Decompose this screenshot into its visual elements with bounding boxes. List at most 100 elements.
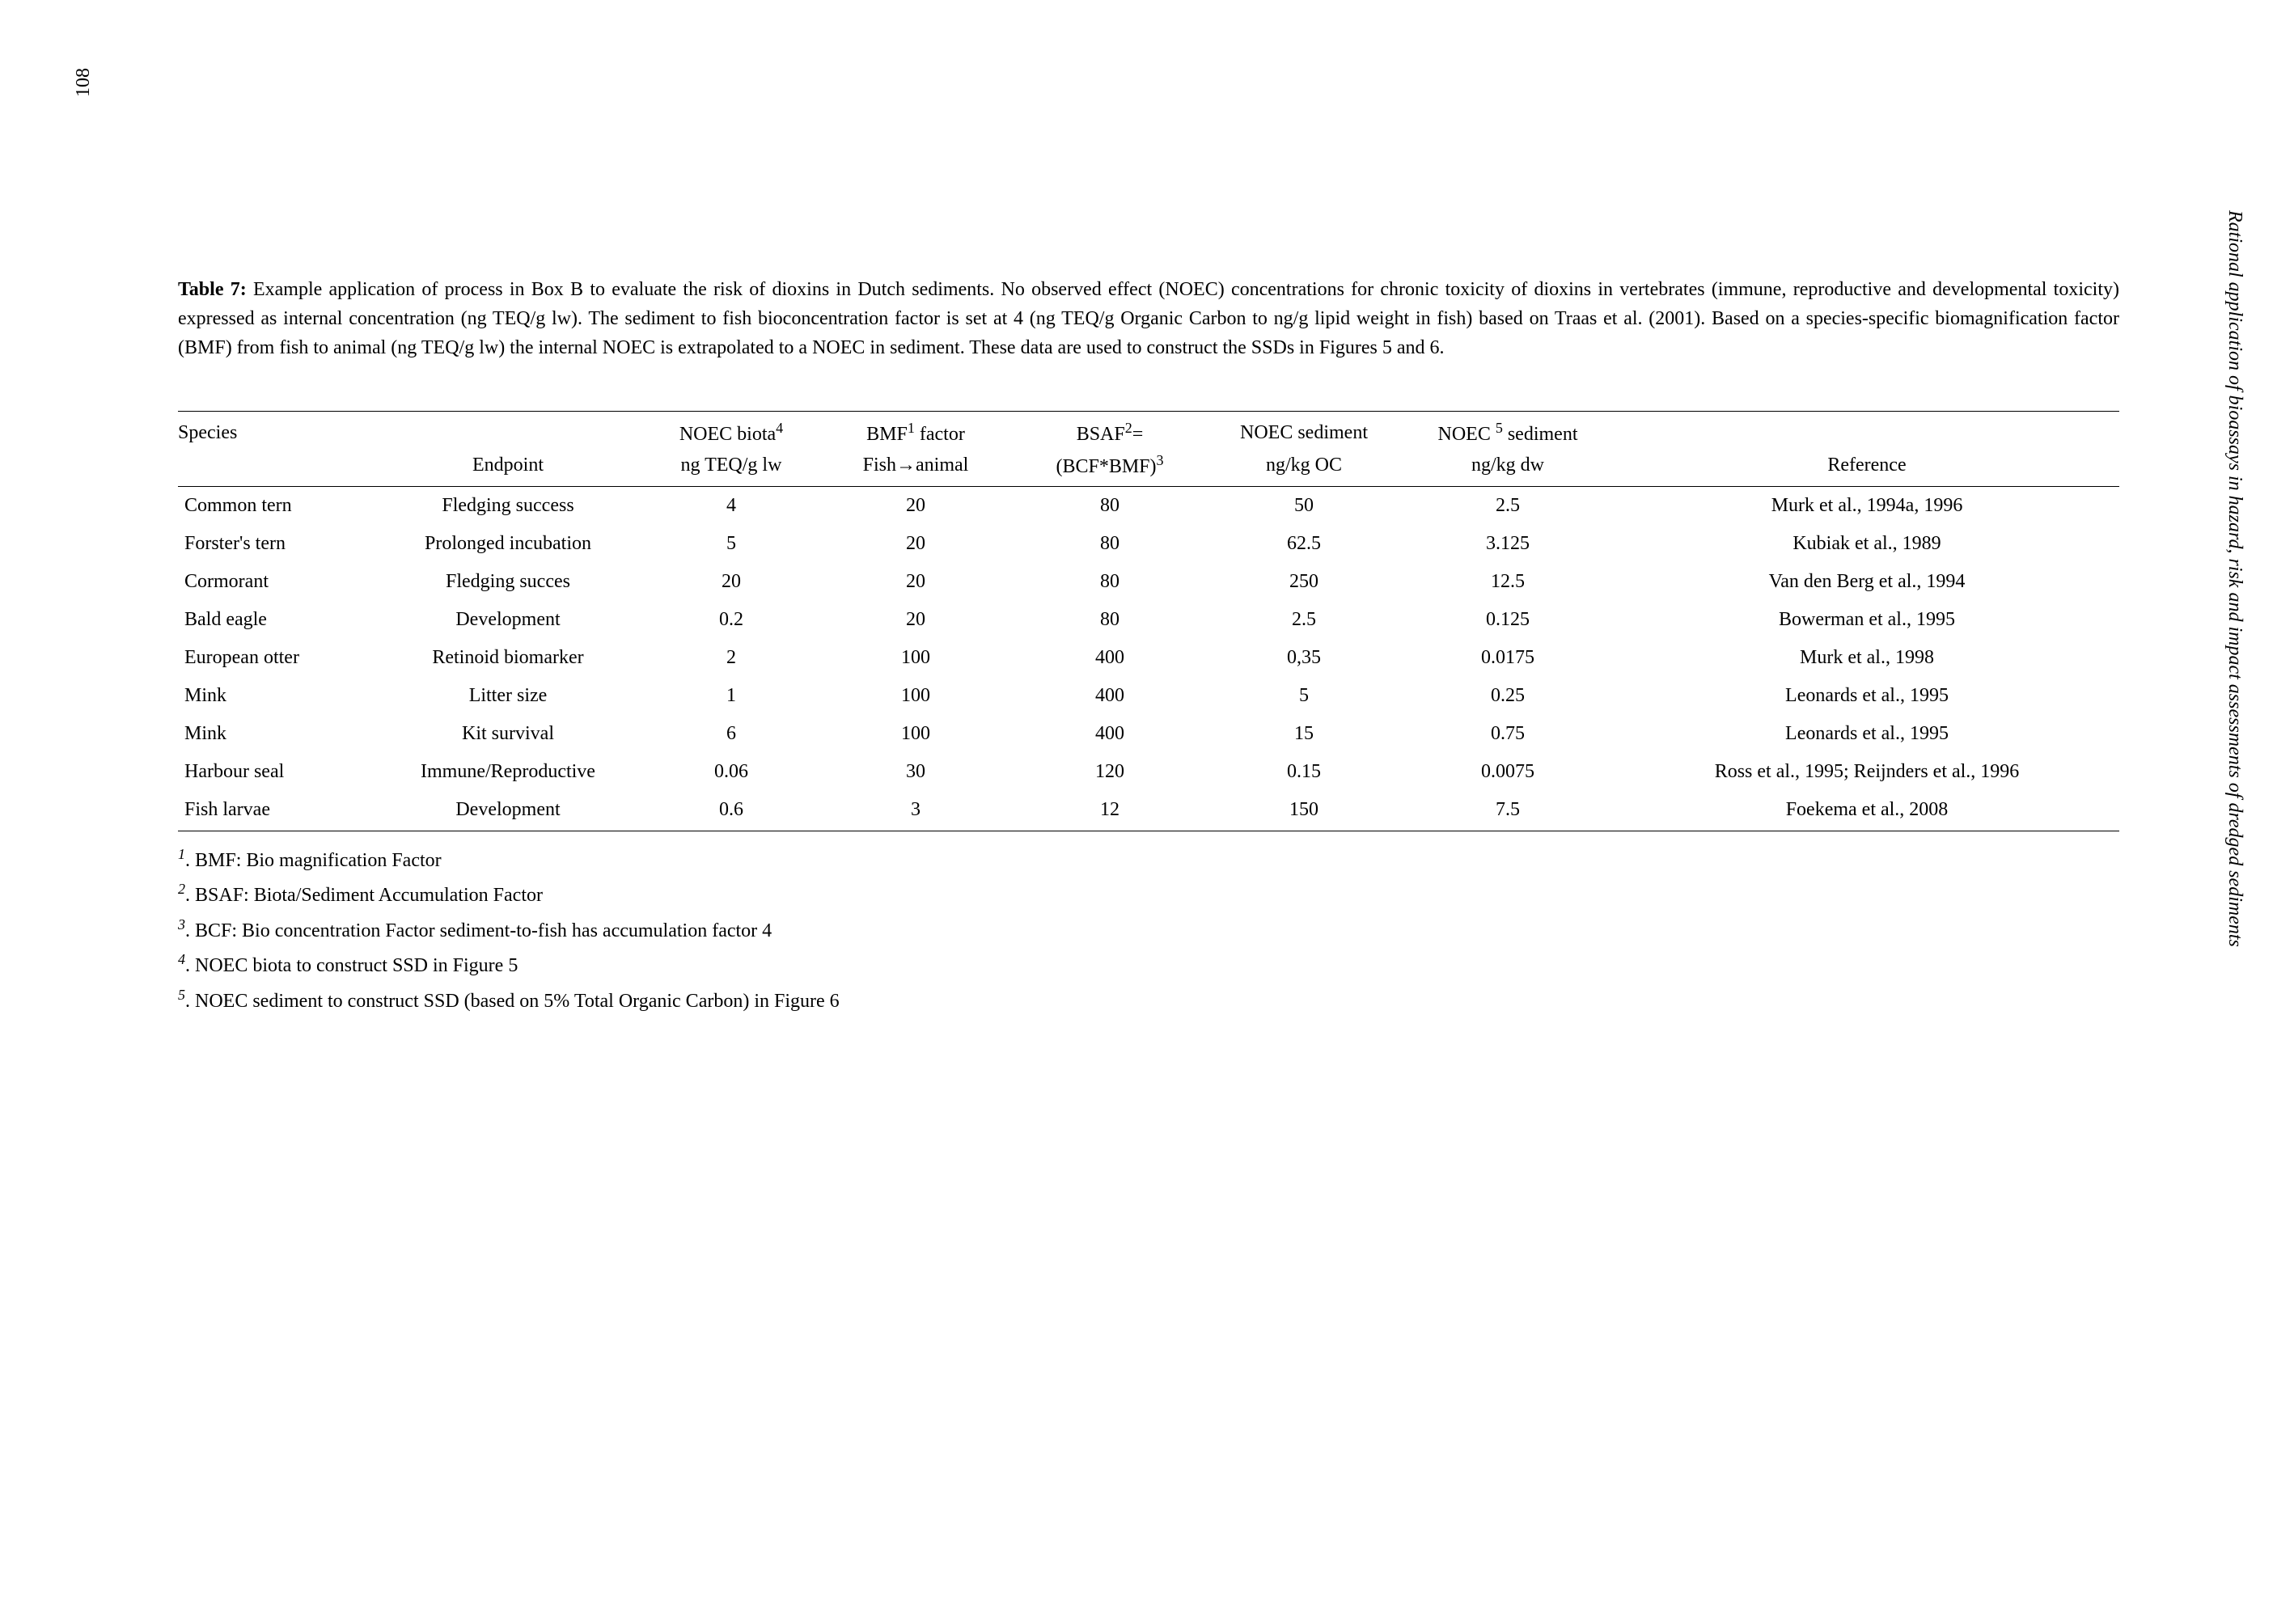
cell-noec_sed2: 0.0075 bbox=[1401, 753, 1615, 791]
cell-endpoint: Retinoid biomarker bbox=[372, 639, 644, 677]
header-noec-sediment: NOEC sediment bbox=[1207, 412, 1401, 450]
table-row: MinkKit survival6100400150.75Leonards et… bbox=[178, 715, 2119, 753]
cell-bmf: 20 bbox=[819, 601, 1013, 639]
cell-ref: Bowerman et al., 1995 bbox=[1615, 601, 2119, 639]
cell-bmf: 100 bbox=[819, 639, 1013, 677]
table-row: Fish larvaeDevelopment0.63121507.5Foekem… bbox=[178, 791, 2119, 831]
cell-species: Bald eagle bbox=[178, 601, 372, 639]
table-row: Forster's ternProlonged incubation520806… bbox=[178, 525, 2119, 563]
cell-ref: Kubiak et al., 1989 bbox=[1615, 525, 2119, 563]
header-species: Species bbox=[178, 412, 372, 450]
cell-species: Forster's tern bbox=[178, 525, 372, 563]
cell-species: Common tern bbox=[178, 487, 372, 526]
footnote: 2. BSAF: Biota/Sediment Accumulation Fac… bbox=[178, 878, 2119, 911]
cell-noec_sed2: 0.0175 bbox=[1401, 639, 1615, 677]
cell-endpoint: Kit survival bbox=[372, 715, 644, 753]
cell-bmf: 20 bbox=[819, 487, 1013, 526]
cell-species: Harbour seal bbox=[178, 753, 372, 791]
table-row: Common ternFledging success42080502.5Mur… bbox=[178, 487, 2119, 526]
cell-bmf: 100 bbox=[819, 715, 1013, 753]
cell-bsaf: 12 bbox=[1013, 791, 1207, 831]
header-row-2: Endpoint ng TEQ/g lw Fish→animal (BCF*BM… bbox=[178, 449, 2119, 487]
cell-ref: Murk et al., 1994a, 1996 bbox=[1615, 487, 2119, 526]
header-row-1: Species NOEC biota4 BMF1 factor BSAF2= N… bbox=[178, 412, 2119, 450]
side-header-title: Rational application of bioassays in haz… bbox=[2224, 210, 2245, 1181]
cell-noec_sed: 50 bbox=[1207, 487, 1401, 526]
cell-endpoint: Fledging success bbox=[372, 487, 644, 526]
header-reference: Reference bbox=[1615, 449, 2119, 487]
cell-noec_sed2: 2.5 bbox=[1401, 487, 1615, 526]
header-empty bbox=[1615, 412, 2119, 450]
table-caption: Table 7: Example application of process … bbox=[178, 275, 2119, 362]
header-bmf-unit: Fish→animal bbox=[819, 449, 1013, 487]
table-row: CormorantFledging succes20208025012.5Van… bbox=[178, 563, 2119, 601]
footnotes: 1. BMF: Bio magnification Factor2. BSAF:… bbox=[178, 843, 2119, 1017]
cell-noec_biota: 1 bbox=[644, 677, 819, 715]
cell-bsaf: 400 bbox=[1013, 715, 1207, 753]
cell-noec_sed: 5 bbox=[1207, 677, 1401, 715]
header-bmf: BMF1 factor bbox=[819, 412, 1013, 450]
cell-noec_sed: 0.15 bbox=[1207, 753, 1401, 791]
header-noec-biota-unit: ng TEQ/g lw bbox=[644, 449, 819, 487]
cell-ref: Murk et al., 1998 bbox=[1615, 639, 2119, 677]
cell-bsaf: 400 bbox=[1013, 639, 1207, 677]
cell-ref: Leonards et al., 1995 bbox=[1615, 715, 2119, 753]
cell-species: Mink bbox=[178, 677, 372, 715]
header-bsaf-unit: (BCF*BMF)3 bbox=[1013, 449, 1207, 487]
cell-noec_biota: 0.2 bbox=[644, 601, 819, 639]
cell-noec_sed2: 0.25 bbox=[1401, 677, 1615, 715]
cell-species: European otter bbox=[178, 639, 372, 677]
header-noec-biota: NOEC biota4 bbox=[644, 412, 819, 450]
cell-endpoint: Prolonged incubation bbox=[372, 525, 644, 563]
caption-label: Table 7: bbox=[178, 279, 247, 300]
cell-noec_sed: 150 bbox=[1207, 791, 1401, 831]
cell-bsaf: 80 bbox=[1013, 601, 1207, 639]
table-body: Common ternFledging success42080502.5Mur… bbox=[178, 487, 2119, 831]
table-row: European otterRetinoid biomarker2100400 0… bbox=[178, 639, 2119, 677]
cell-ref: Leonards et al., 1995 bbox=[1615, 677, 2119, 715]
cell-endpoint: Development bbox=[372, 791, 644, 831]
cell-noec_sed: 62.5 bbox=[1207, 525, 1401, 563]
header-noec-sed2-unit: ng/kg dw bbox=[1401, 449, 1615, 487]
cell-species: Mink bbox=[178, 715, 372, 753]
cell-endpoint: Development bbox=[372, 601, 644, 639]
cell-endpoint: Fledging succes bbox=[372, 563, 644, 601]
cell-noec_biota: 6 bbox=[644, 715, 819, 753]
footnote: 4. NOEC biota to construct SSD in Figure… bbox=[178, 948, 2119, 981]
main-content: Table 7: Example application of process … bbox=[178, 275, 2119, 1018]
cell-bmf: 3 bbox=[819, 791, 1013, 831]
footnote: 5. NOEC sediment to construct SSD (based… bbox=[178, 983, 2119, 1017]
cell-endpoint: Litter size bbox=[372, 677, 644, 715]
cell-noec_sed2: 12.5 bbox=[1401, 563, 1615, 601]
cell-bmf: 20 bbox=[819, 563, 1013, 601]
cell-noec_sed: 15 bbox=[1207, 715, 1401, 753]
footnote: 3. BCF: Bio concentration Factor sedimen… bbox=[178, 913, 2119, 946]
table-row: Harbour sealImmune/Reproductive0.0630120… bbox=[178, 753, 2119, 791]
header-noec-sediment2: NOEC 5 sediment bbox=[1401, 412, 1615, 450]
page-number: 108 bbox=[73, 68, 95, 97]
header-empty bbox=[372, 412, 644, 450]
header-empty bbox=[178, 449, 372, 487]
cell-noec_sed2: 0.75 bbox=[1401, 715, 1615, 753]
cell-bsaf: 400 bbox=[1013, 677, 1207, 715]
cell-noec_biota: 20 bbox=[644, 563, 819, 601]
cell-endpoint: Immune/Reproductive bbox=[372, 753, 644, 791]
table-row: MinkLitter size110040050.25Leonards et a… bbox=[178, 677, 2119, 715]
cell-bsaf: 80 bbox=[1013, 525, 1207, 563]
cell-species: Cormorant bbox=[178, 563, 372, 601]
cell-noec_biota: 5 bbox=[644, 525, 819, 563]
cell-ref: Ross et al., 1995; Reijnders et al., 199… bbox=[1615, 753, 2119, 791]
cell-noec_biota: 0.6 bbox=[644, 791, 819, 831]
header-endpoint: Endpoint bbox=[372, 449, 644, 487]
cell-bmf: 100 bbox=[819, 677, 1013, 715]
cell-noec_biota: 2 bbox=[644, 639, 819, 677]
cell-ref: Foekema et al., 2008 bbox=[1615, 791, 2119, 831]
cell-bmf: 30 bbox=[819, 753, 1013, 791]
cell-bsaf: 80 bbox=[1013, 487, 1207, 526]
footnote: 1. BMF: Bio magnification Factor bbox=[178, 843, 2119, 876]
caption-text: Example application of process in Box B … bbox=[178, 279, 2119, 358]
cell-noec_biota: 0.06 bbox=[644, 753, 819, 791]
table-row: Bald eagleDevelopment0.220802.50.125Bowe… bbox=[178, 601, 2119, 639]
cell-noec_sed: 250 bbox=[1207, 563, 1401, 601]
cell-species: Fish larvae bbox=[178, 791, 372, 831]
